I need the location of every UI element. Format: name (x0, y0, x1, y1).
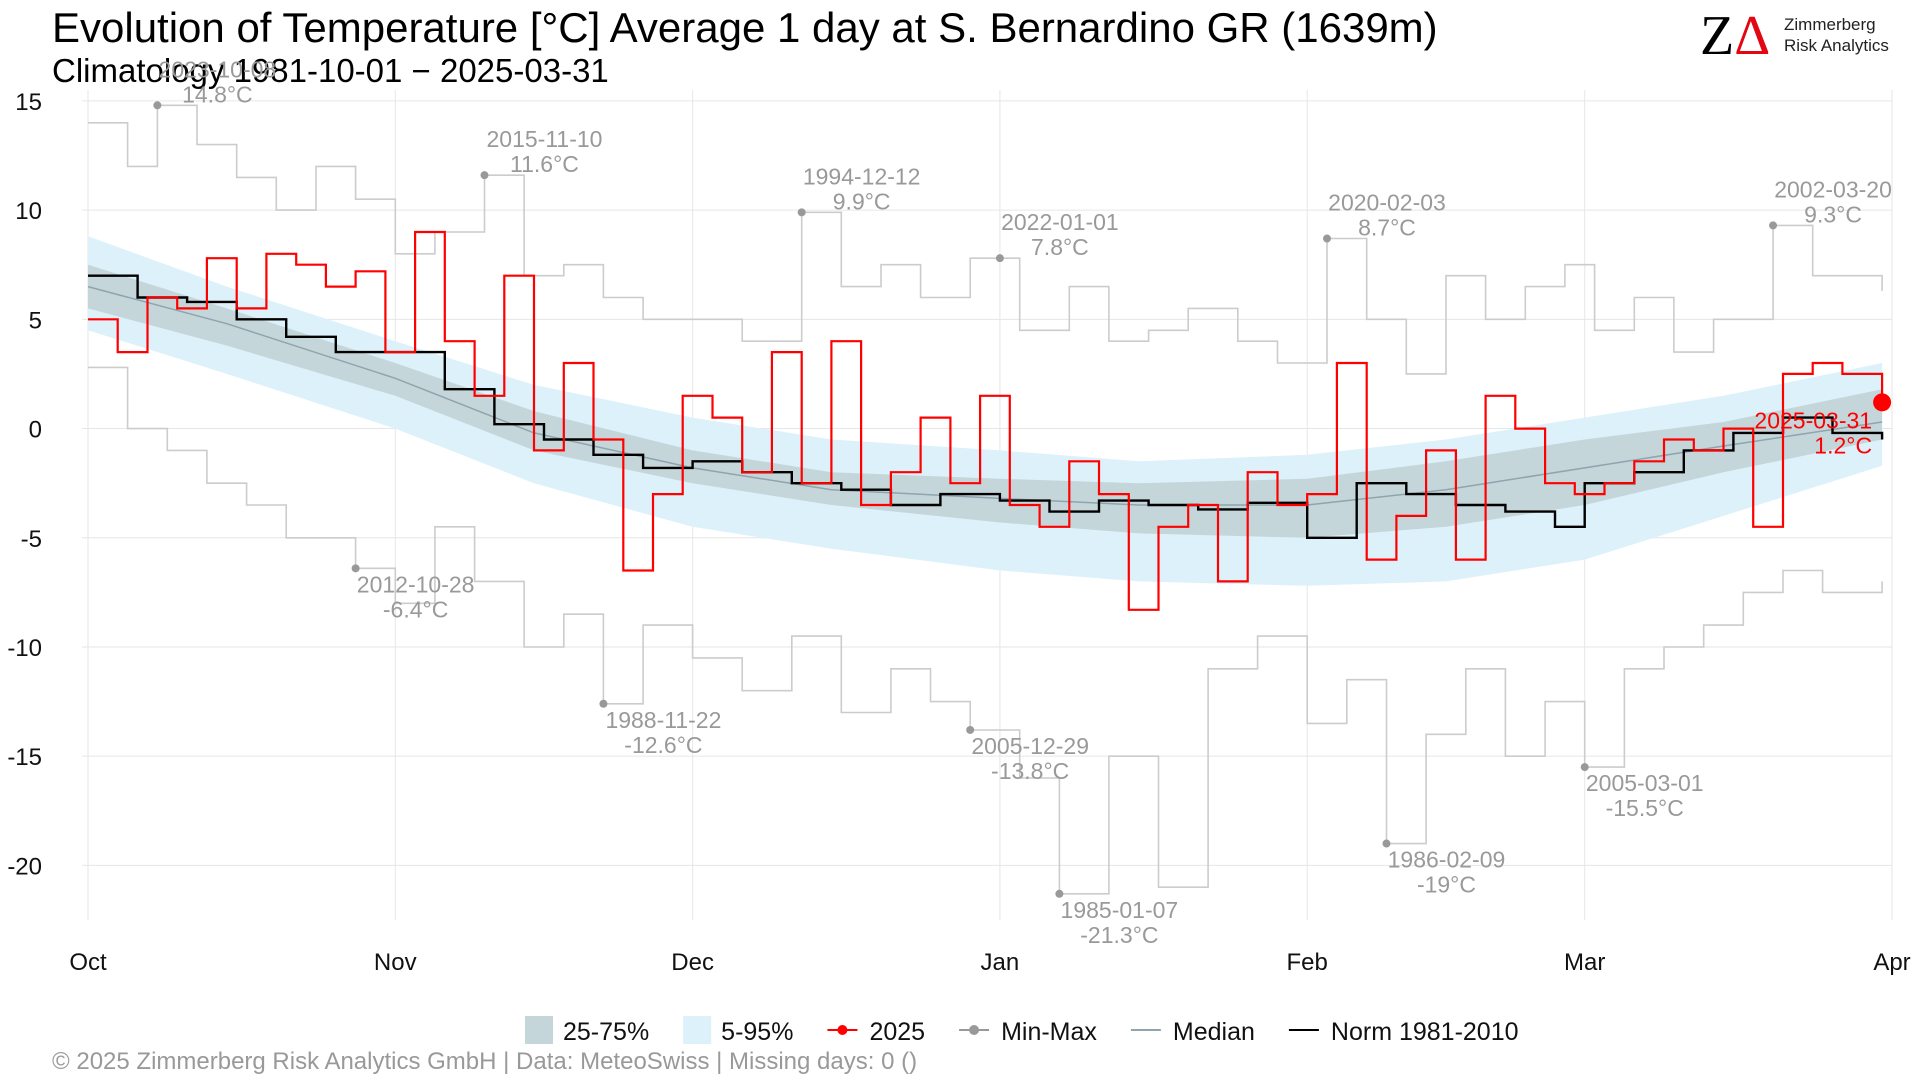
axis-layer: 15 10 5 0 -5 -10 -15 -20 Oct Nov Dec Jan Feb Mar Apr (7, 89, 1910, 976)
footer-credits: © 2025 Zimmerberg Risk Analytics GmbH | … (52, 1048, 918, 1075)
minmax-point (599, 699, 608, 708)
annotation-date: 2020-02-03 (1328, 190, 1446, 216)
logo-mark: ZΔ (1700, 8, 1770, 64)
legend-label: Norm 1981-2010 (1331, 1018, 1519, 1046)
y-tick-label: -15 (7, 744, 42, 771)
x-tick-label: Mar (1564, 949, 1605, 976)
annotation-value: -6.4°C (383, 596, 448, 622)
logo-text-line2: Risk Analytics (1784, 36, 1889, 55)
legend-dot (837, 1025, 848, 1035)
x-tick-label: Oct (69, 949, 107, 976)
minmax-point (797, 208, 806, 217)
annotation-date: 1994-12-12 (803, 163, 921, 189)
last-value-point (1873, 393, 1892, 412)
annotation-date: 2023-10-08 (159, 56, 277, 82)
x-tick-label: Nov (374, 949, 417, 976)
annotation-value: 7.8°C (1031, 234, 1089, 260)
series-2025-line (88, 230, 1884, 611)
legend-layer: 25-75% 5-95% 2025 Min-Max Median Norm 1981-20… (525, 1016, 1519, 1046)
annotation-value: -15.5°C (1606, 795, 1684, 821)
logo-text: Zimmerberg Risk Analytics (1784, 14, 1889, 56)
annotation-date: 2025-03-31 (1754, 407, 1872, 433)
annotation-date: 1988-11-22 (605, 707, 721, 733)
annotation-date: 2022-01-01 (1001, 209, 1119, 235)
legend-label: 5-95% (721, 1018, 793, 1046)
logo-text-line1: Zimmerberg (1784, 15, 1876, 34)
legend-swatch (683, 1016, 712, 1044)
annotation-value: -19°C (1417, 872, 1476, 898)
annotation-date: 2005-12-29 (971, 733, 1089, 759)
annotation-value: 1.2°C (1814, 432, 1872, 458)
minmax-point (1769, 221, 1778, 230)
point-layer (153, 101, 1892, 898)
minmax-point (351, 564, 360, 573)
line-layer (87, 104, 1884, 895)
chart-subtitle: Climatology 1981-10-01 − 2025-03-31 (52, 52, 609, 89)
series-max-line (88, 104, 1883, 375)
legend-dot (969, 1025, 980, 1035)
annotation-date: 2002-03-20 (1774, 176, 1892, 202)
minmax-point (480, 171, 489, 180)
annotation-value: -13.8°C (991, 758, 1069, 784)
minmax-point (995, 254, 1004, 263)
annotation-value: -12.6°C (624, 732, 702, 758)
annotation-date: 1985-01-07 (1061, 897, 1179, 923)
annotation-value: 14.8°C (182, 81, 253, 107)
legend-label: Min-Max (1001, 1018, 1097, 1046)
y-tick-label: -5 (21, 526, 42, 553)
legend-label: Median (1173, 1018, 1255, 1046)
y-tick-label: 10 (15, 198, 42, 225)
annotation-value: 8.7°C (1358, 215, 1416, 241)
annotation-value: -21.3°C (1080, 922, 1158, 948)
minmax-point (1382, 839, 1391, 848)
annotation-date: 1986-02-09 (1388, 847, 1506, 873)
minmax-point (1580, 763, 1589, 772)
band-25-75 (88, 264, 1883, 538)
y-tick-label: -10 (7, 635, 42, 662)
minmax-point (1323, 234, 1332, 243)
annotation-value: 9.9°C (833, 188, 891, 214)
series-min-line (88, 366, 1883, 895)
x-tick-label: Dec (671, 949, 714, 976)
x-tick-label: Feb (1287, 949, 1328, 976)
x-tick-label: Jan (981, 949, 1020, 976)
chart-title: Evolution of Temperature [°C] Average 1 … (52, 4, 1438, 51)
x-tick-label: Apr (1873, 949, 1910, 976)
annotation-date: 2015-11-10 (487, 126, 603, 152)
y-tick-label: 5 (29, 307, 42, 334)
legend-label: 2025 (869, 1018, 925, 1046)
band-layer (88, 236, 1883, 586)
minmax-point (153, 101, 162, 110)
series-norm-line (88, 274, 1884, 539)
legend-swatch (525, 1016, 553, 1044)
logo-mark-delta: Δ (1734, 5, 1771, 67)
y-tick-label: -20 (7, 853, 42, 880)
legend-label: 25-75% (563, 1018, 649, 1046)
company-logo: ZΔ Zimmerberg Risk Analytics (1700, 6, 1910, 66)
annotation-date: 2005-03-01 (1586, 770, 1704, 796)
logo-mark-z: Z (1700, 5, 1735, 67)
annotation-value: 9.3°C (1804, 201, 1862, 227)
y-tick-label: 15 (15, 89, 42, 116)
minmax-point (1055, 889, 1064, 898)
annotation-value: 11.6°C (510, 151, 579, 177)
y-tick-label: 0 (29, 417, 42, 444)
annotation-date: 2012-10-28 (357, 571, 475, 597)
minmax-point (966, 725, 975, 734)
band-5-95 (88, 236, 1883, 586)
